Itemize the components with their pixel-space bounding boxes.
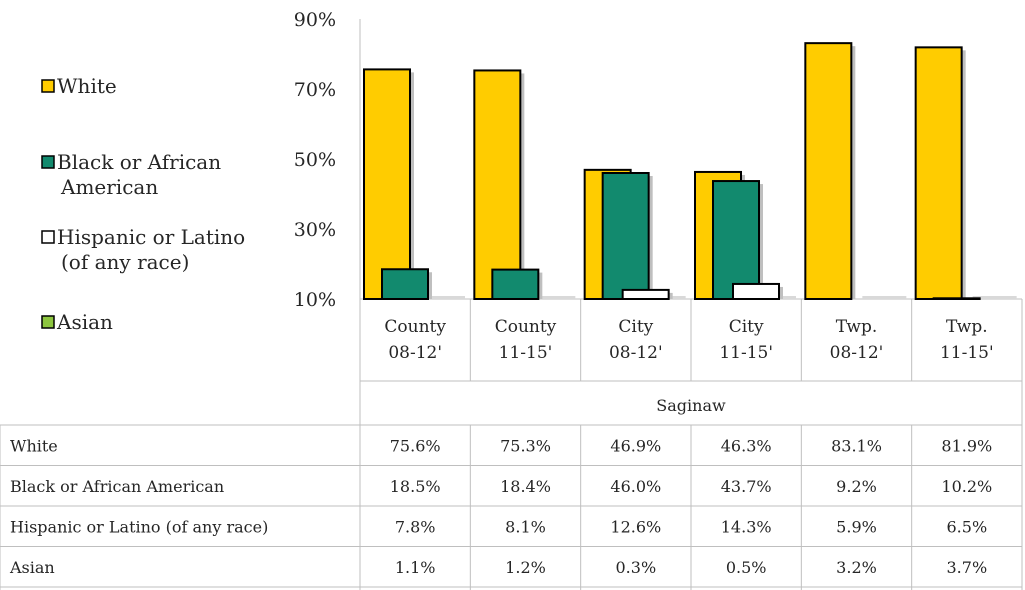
black-bar: [491, 268, 540, 301]
table-cell: 43.7%: [721, 477, 772, 496]
table-row-label: White: [10, 436, 58, 455]
table-cell: 1.1%: [395, 558, 436, 577]
y-tick-label: 30%: [294, 219, 336, 241]
table-cell: 46.3%: [721, 436, 772, 455]
legend-label: (of any race): [61, 250, 189, 274]
white-bar: [363, 68, 411, 301]
legend-label: Asian: [56, 310, 113, 334]
table-cell: 6.5%: [947, 517, 988, 536]
legend-swatch: [41, 315, 55, 329]
table-row-label: Hispanic or Latino (of any race): [10, 517, 268, 536]
legend-label: Hispanic or Latino: [57, 225, 245, 249]
table-cell: 1.2%: [505, 558, 546, 577]
legend-swatch: [41, 155, 55, 169]
category-label: County: [384, 317, 446, 337]
legend-label: White: [57, 74, 117, 98]
category-label: County: [495, 317, 557, 337]
table-cell: 75.3%: [500, 436, 551, 455]
table-cell: 0.5%: [726, 558, 767, 577]
black-bar: [932, 297, 981, 300]
hispanic-bar: [621, 288, 670, 300]
table-cell: 12.6%: [610, 517, 661, 536]
group-label: Saginaw: [656, 396, 726, 415]
category-label: 08-12': [609, 343, 663, 363]
asian-bar: [421, 296, 465, 299]
legend-swatch: [41, 230, 55, 244]
table-cell: 46.9%: [610, 436, 661, 455]
data-table: White 75.6% 75.3% 46.9% 46.3% 83.1% 81.9% Black…: [9, 436, 992, 577]
white-bar: [914, 46, 963, 300]
table-row-label: Asian: [9, 558, 55, 577]
table-cell: 5.9%: [836, 517, 877, 536]
category-label: City: [618, 317, 653, 337]
legend-swatch: [41, 79, 55, 93]
table-cell: 8.1%: [505, 517, 546, 536]
table-grid: [0, 19, 1023, 590]
black-bar: [601, 172, 650, 300]
y-axis: 90% 70% 50% 30% 10%: [294, 9, 336, 311]
category-label: 08-12': [388, 343, 442, 363]
y-tick-label: 90%: [294, 9, 336, 31]
category-label: Twp.: [946, 317, 988, 337]
table-cell: 75.6%: [390, 436, 441, 455]
y-tick-label: 10%: [294, 289, 336, 311]
category-label: 08-12': [830, 343, 884, 363]
white-bar: [473, 69, 522, 300]
table-cell: 46.0%: [610, 477, 661, 496]
asian-bar: [862, 296, 907, 299]
asian-bar: [972, 296, 1017, 299]
y-tick-label: 70%: [294, 79, 336, 101]
category-label: 11-15': [499, 343, 553, 363]
table-cell: 9.2%: [836, 477, 877, 496]
black-bar: [712, 180, 760, 300]
category-labels: County 08-12' County 11-15' City 08-12' City 11…: [384, 317, 993, 415]
table-cell: 3.7%: [947, 558, 988, 577]
table-cell: 10.2%: [941, 477, 992, 496]
black-bar: [381, 268, 429, 300]
category-label: 11-15': [719, 343, 773, 363]
table-cell: 18.5%: [390, 477, 441, 496]
category-label: 11-15': [940, 343, 994, 363]
table-cell: 0.3%: [616, 558, 657, 577]
category-label: Twp.: [836, 317, 878, 337]
table-cell: 18.4%: [500, 477, 551, 496]
white-bar: [804, 42, 853, 301]
asian-bar: [531, 296, 576, 299]
category-label: City: [729, 317, 764, 337]
table-cell: 83.1%: [831, 436, 882, 455]
legend-label: Black or African: [57, 150, 221, 174]
table-cell: 14.3%: [721, 517, 772, 536]
table-cell: 7.8%: [395, 517, 436, 536]
legend-label: American: [60, 175, 158, 199]
hispanic-bar: [732, 282, 780, 301]
table-row-label: Black or African American: [10, 477, 224, 496]
bars: [363, 42, 1017, 301]
table-cell: 3.2%: [836, 558, 877, 577]
table-cell: 81.9%: [941, 436, 992, 455]
y-tick-label: 50%: [294, 149, 336, 171]
